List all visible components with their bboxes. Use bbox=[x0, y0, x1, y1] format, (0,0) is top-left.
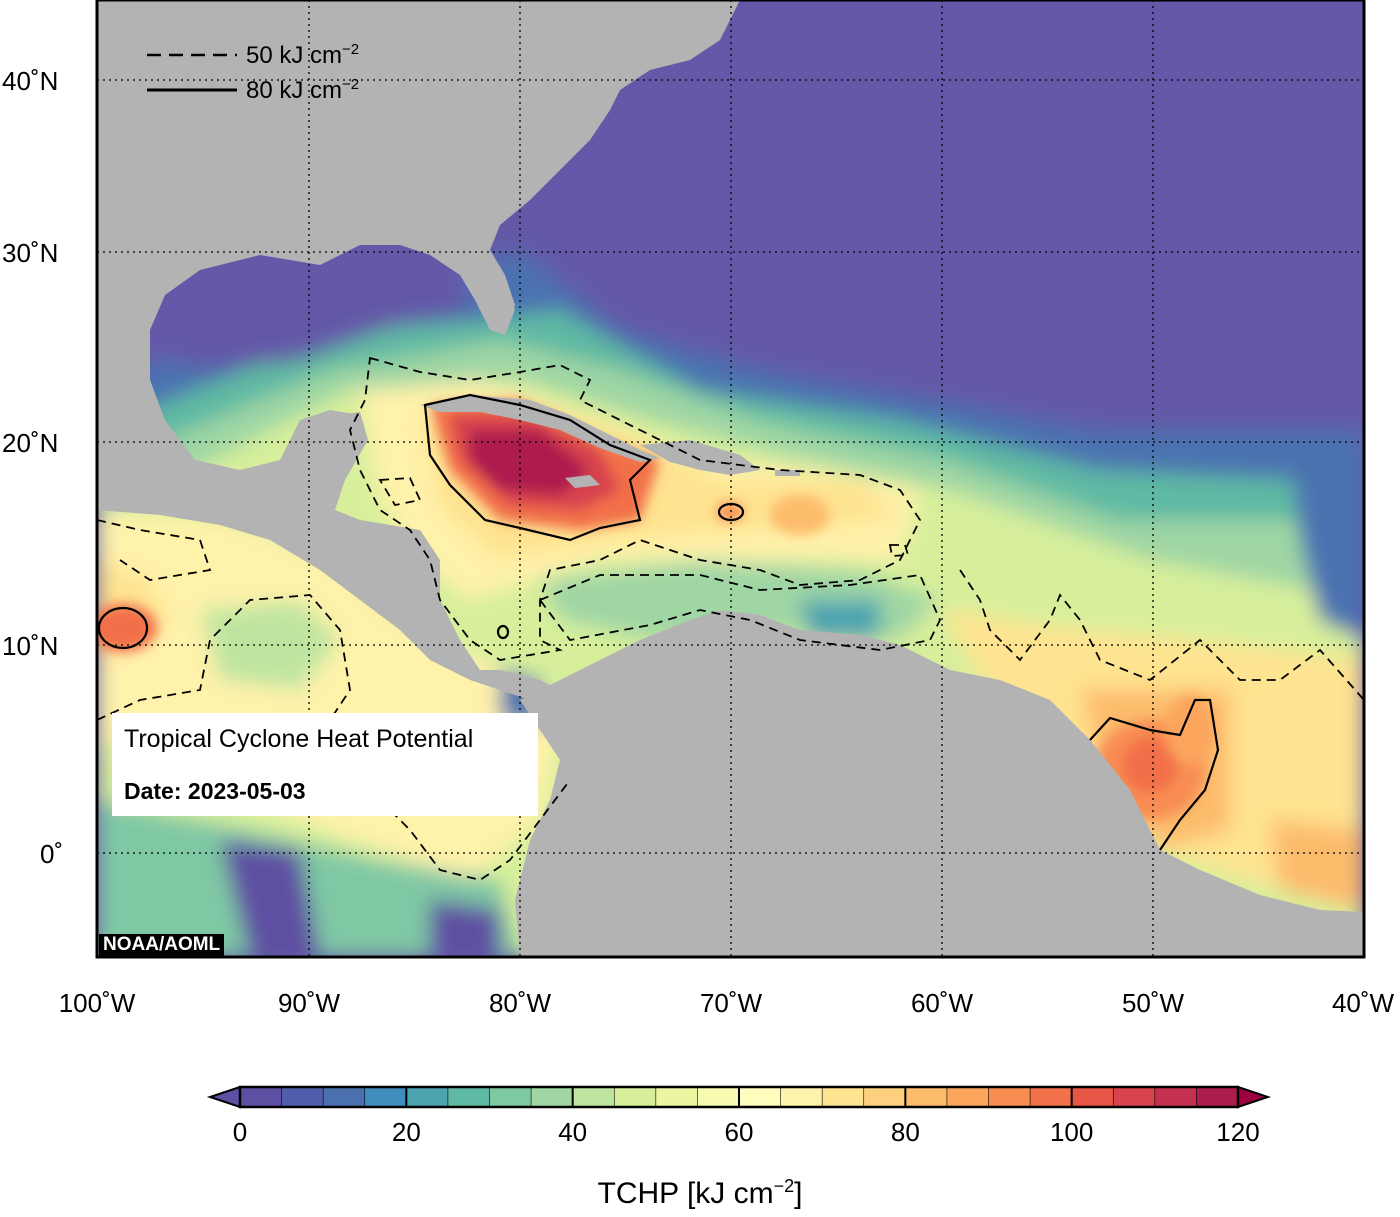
map-title: Tropical Cyclone Heat Potential bbox=[124, 725, 474, 753]
colorbar-cell bbox=[739, 1087, 782, 1107]
lat-label: 0˚ bbox=[40, 839, 63, 869]
legend-entry-50: 50 kJ cm−2 bbox=[246, 41, 359, 69]
colorbar-tick-label: 60 bbox=[725, 1117, 754, 1147]
colorbar-tick-label: 0 bbox=[233, 1117, 247, 1147]
map-frame bbox=[95, 0, 1366, 959]
colorbar-title-exp: −2 bbox=[773, 1176, 795, 1196]
lat-label: 20˚N bbox=[2, 428, 58, 458]
colorbar-cell bbox=[489, 1087, 532, 1107]
lat-label: 40˚N bbox=[2, 66, 58, 96]
graticule bbox=[97, 0, 1364, 957]
colorbar-cell bbox=[447, 1087, 490, 1107]
colorbar-cell bbox=[655, 1087, 698, 1107]
colorbar-cell bbox=[572, 1087, 615, 1107]
lon-label: 80˚W bbox=[489, 988, 552, 1018]
colorbar-cell bbox=[905, 1087, 948, 1107]
colorbar-cell bbox=[1113, 1087, 1156, 1107]
colorbar-cell bbox=[323, 1087, 366, 1107]
contours bbox=[97, 393, 1220, 851]
lat-label: 10˚N bbox=[2, 631, 58, 661]
date-label: Date: bbox=[124, 778, 182, 804]
lon-label: 100˚W bbox=[59, 988, 136, 1018]
contour-80-small bbox=[496, 624, 510, 640]
date-row: Date: 2023-05-03 bbox=[124, 778, 306, 805]
credit-badge: NOAA/AOML bbox=[99, 934, 225, 956]
colorbar-title: TCHP [kJ cm−2] bbox=[0, 1176, 1400, 1211]
colorbar-ticks: 0 20 40 60 80 100 120 bbox=[233, 1087, 1260, 1147]
colorbar-cell bbox=[1154, 1087, 1197, 1107]
colorbar-cell bbox=[240, 1087, 283, 1107]
colorbar-title-close: ] bbox=[794, 1177, 803, 1210]
colorbar-cell bbox=[822, 1087, 865, 1107]
lon-label: 60˚W bbox=[911, 988, 974, 1018]
colorbar-cell bbox=[364, 1087, 407, 1107]
colorbar-max-arrow bbox=[1237, 1085, 1272, 1109]
colorbar-tick-label: 100 bbox=[1050, 1117, 1093, 1147]
lon-axis: 100˚W 90˚W 80˚W 70˚W 60˚W 50˚W 40˚W bbox=[59, 988, 1395, 1018]
colorbar-cell bbox=[614, 1087, 657, 1107]
colorbar-tick-label: 40 bbox=[558, 1117, 587, 1147]
colorbar-cell bbox=[281, 1087, 324, 1107]
colorbar-tick-label: 80 bbox=[891, 1117, 920, 1147]
colorbar-cell bbox=[946, 1087, 989, 1107]
colorbar-title-text: TCHP [kJ cm bbox=[597, 1177, 774, 1210]
colorbar: 0 20 40 60 80 100 120 bbox=[206, 1085, 1272, 1147]
legend-entry-80: 80 kJ cm−2 bbox=[246, 76, 359, 104]
colorbar-cell bbox=[780, 1087, 823, 1107]
lon-label: 40˚W bbox=[1332, 988, 1395, 1018]
colorbar-min-arrow bbox=[206, 1085, 241, 1109]
colorbar-cell bbox=[988, 1087, 1031, 1107]
contour-80-pacific bbox=[97, 606, 149, 650]
contour-legend: 50 kJ cm−2 80 kJ cm−2 bbox=[147, 41, 359, 104]
date-value: 2023-05-03 bbox=[187, 778, 306, 804]
contour-80-atlantic bbox=[1089, 698, 1220, 851]
colorbar-cell bbox=[531, 1087, 574, 1107]
lat-axis: 40˚N 30˚N 20˚N 10˚N 0˚ bbox=[2, 66, 63, 869]
colorbar-cell bbox=[1071, 1087, 1114, 1107]
colorbar-cell bbox=[1196, 1087, 1239, 1107]
lon-label: 70˚W bbox=[700, 988, 763, 1018]
land bbox=[97, 0, 1364, 957]
contour-80-caribbean bbox=[423, 393, 652, 542]
info-box: Tropical Cyclone Heat Potential Date: 20… bbox=[112, 713, 538, 816]
colorbar-cell bbox=[406, 1087, 449, 1107]
lat-label: 30˚N bbox=[2, 238, 58, 268]
colorbar-cell bbox=[697, 1087, 740, 1107]
colorbar-tick-label: 120 bbox=[1216, 1117, 1259, 1147]
colorbar-cell bbox=[863, 1087, 906, 1107]
lon-label: 50˚W bbox=[1122, 988, 1185, 1018]
colorbar-cell bbox=[1030, 1087, 1073, 1107]
colorbar-tick-label: 20 bbox=[392, 1117, 421, 1147]
lon-label: 90˚W bbox=[278, 988, 341, 1018]
